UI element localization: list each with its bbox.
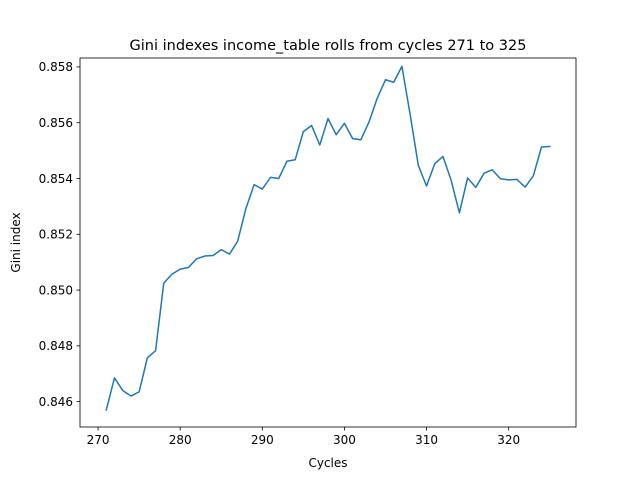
x-tick-label: 280	[169, 433, 192, 447]
x-tick-label: 270	[87, 433, 110, 447]
x-tick-label: 310	[415, 433, 438, 447]
y-tick-label: 0.846	[39, 395, 73, 409]
y-tick-label: 0.850	[39, 283, 73, 297]
y-axis-label: Gini index	[9, 212, 23, 272]
x-tick-label: 290	[251, 433, 274, 447]
y-tick-label: 0.856	[39, 116, 73, 130]
x-tick-label: 300	[333, 433, 356, 447]
plot-area	[105, 65, 551, 411]
x-axis-label: Cycles	[308, 456, 347, 470]
x-tick-label: 320	[497, 433, 520, 447]
plot-frame	[79, 57, 577, 428]
y-tick-label: 0.854	[39, 172, 73, 186]
y-tick-label: 0.848	[39, 339, 73, 353]
y-tick-label: 0.858	[39, 60, 73, 74]
y-tick-label: 0.852	[39, 228, 73, 242]
chart-title: Gini indexes income_table rolls from cyc…	[130, 38, 527, 54]
series-line	[105, 65, 551, 411]
